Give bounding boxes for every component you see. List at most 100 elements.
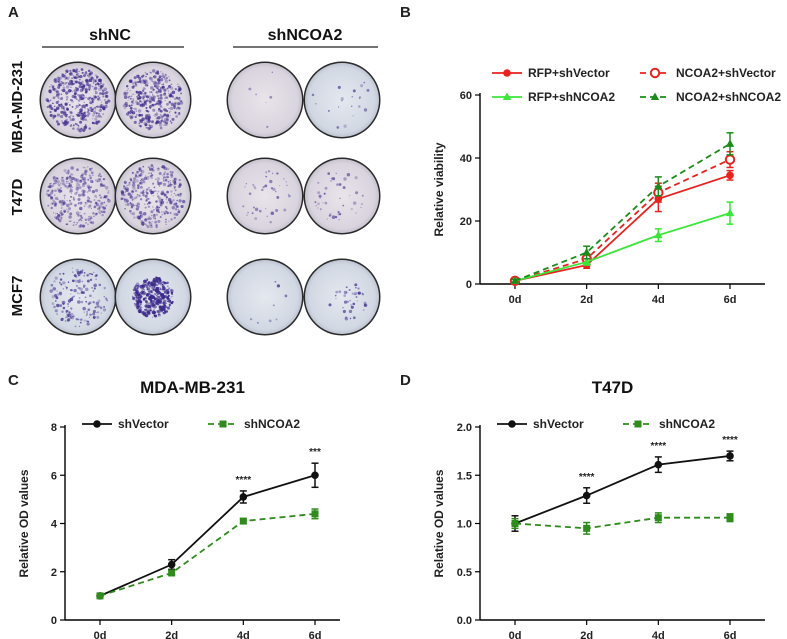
colony-dot [97,114,101,118]
x-tick-label: 6d [724,630,737,639]
colony-dot [67,102,69,104]
colony-dot [94,212,98,216]
colony-dot [90,76,94,80]
colony-dot [163,108,167,112]
colony-dot [352,115,354,117]
colony-dot [167,84,172,89]
colony-dot [55,120,59,123]
colony-dot [94,188,99,193]
colony-dot [244,186,246,188]
colony-dot [129,115,132,118]
colony-dot [176,205,179,208]
colony-dot [78,70,80,73]
colony-dot [141,284,144,287]
colony-dot [64,184,67,187]
colony-dot [271,71,273,73]
colony-dot [146,284,149,287]
colony-dot [72,124,75,127]
colony-dot [58,272,62,275]
colony-dot [60,97,64,100]
colony-dot [147,110,150,113]
colony-dot [91,103,94,105]
series-ncoa2-shncoa2 [510,132,735,284]
colony-dot [152,92,154,94]
colony-dot [50,283,54,287]
colony-dot [317,207,319,209]
colony-dot [158,306,163,310]
colony-dot [88,86,91,90]
colony-dot [60,218,63,221]
colony-dot [99,110,101,113]
colony-dot [62,287,65,290]
colony-dot [149,309,152,312]
colony-dot [89,176,92,180]
colony-dot [161,211,163,213]
colony-dot [48,185,52,189]
colony-dot [133,76,137,80]
colony-dot [142,74,145,77]
colony-dot [360,206,362,209]
colony-dot [348,288,351,292]
colony-dot [156,72,159,75]
colony-dot [158,286,160,288]
colony-dot [153,312,156,315]
colony-dot [173,108,175,110]
colony-dot [60,179,62,181]
colony-dot [84,80,86,82]
colony-dot [146,73,149,76]
colony-dot [56,180,60,184]
colony-dot [170,289,174,293]
colony-dot [324,201,328,205]
colony-dot [135,295,140,300]
legend-label: shVector [533,417,584,431]
colony-dot [77,94,79,96]
colony-dot [158,121,161,124]
colony-dot [55,296,59,300]
colony-dot [150,291,153,294]
colony-dot [131,183,136,187]
colony-dot [337,85,341,89]
colony-dot [89,77,91,79]
y-tick-label: 4 [51,519,58,531]
colony-dot [65,185,67,188]
colony-dot [136,170,139,173]
colony-dot [163,77,168,81]
colony-dot [173,180,177,184]
group-label-shncoa2: shNCOA2 [268,27,343,44]
colony-dot [67,113,69,115]
colony-dot [72,127,75,130]
colony-dot [125,188,129,193]
colony-dot [179,192,182,196]
colony-dot [58,219,62,223]
colony-dot [342,306,344,309]
colony-dot [62,306,66,310]
colony-dot [52,199,54,202]
colony-dot [327,172,330,175]
colony-dot [155,213,159,216]
colony-dot [81,189,85,193]
colony-dot [52,117,55,120]
colony-dot [91,100,94,103]
data-point [654,514,662,522]
colony-dot [164,97,167,100]
colony-dot [141,311,145,314]
colony-dot [100,80,102,83]
colony-dot [170,291,174,294]
legend-label: RFP+shNCOA2 [528,90,615,104]
colony-dot [89,167,92,170]
colony-dot [87,75,90,78]
colony-dot [169,112,171,114]
data-point [93,420,101,428]
colony-dot [342,204,345,207]
colony-dot [55,106,60,111]
colony-dot [148,291,150,293]
colony-dot [163,281,165,283]
colony-dot [245,183,247,185]
data-point [726,452,734,460]
colony-dot [129,202,131,204]
colony-dot [148,95,153,100]
colony-dot [91,118,94,120]
colony-dot [78,114,81,117]
colony-dot [160,120,162,122]
